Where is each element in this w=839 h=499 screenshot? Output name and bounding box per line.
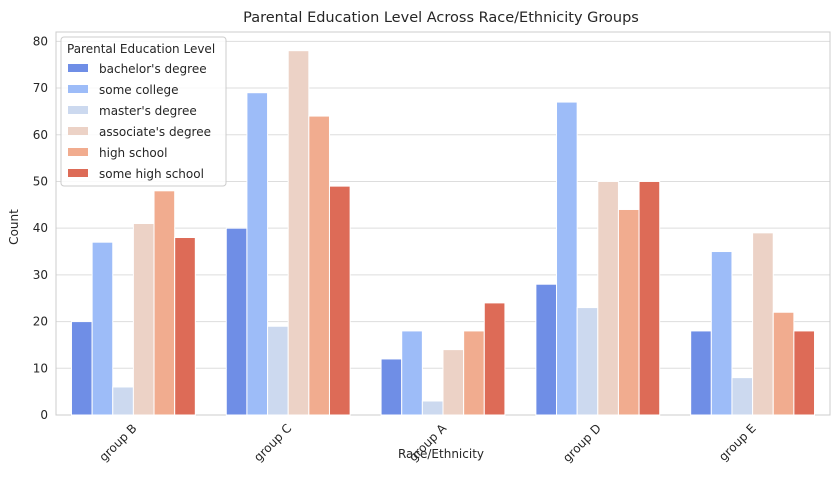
bar: [112, 386, 134, 416]
y-tick-label: 50: [33, 174, 48, 188]
legend-title: Parental Education Level: [67, 42, 215, 56]
bar: [70, 321, 93, 416]
bar: [380, 358, 403, 416]
bar: [174, 237, 196, 416]
bar: [287, 50, 310, 416]
bar: [793, 330, 816, 416]
bar: [690, 330, 712, 416]
bar: [132, 223, 155, 416]
bar: [246, 92, 269, 416]
y-tick-label: 20: [33, 315, 48, 329]
legend-entry: some college: [99, 83, 178, 97]
bar: [308, 115, 330, 416]
bar: [710, 251, 733, 416]
x-tick-label: group E: [716, 421, 759, 464]
legend-swatch: [68, 85, 88, 93]
legend-entry: master's degree: [99, 104, 197, 118]
bar: [91, 241, 114, 416]
y-tick-label: 0: [40, 408, 48, 422]
y-tick-label: 10: [33, 361, 48, 375]
legend-entry: associate's degree: [99, 125, 211, 139]
legend-entry: some high school: [99, 167, 204, 181]
legend-entry: high school: [99, 146, 167, 160]
bar: [267, 325, 289, 416]
bar: [638, 180, 661, 416]
y-tick-label: 70: [33, 81, 48, 95]
y-tick-label: 40: [33, 221, 48, 235]
bar: [421, 400, 444, 416]
legend-swatch: [68, 169, 88, 177]
bar: [535, 283, 558, 416]
bar: [225, 227, 248, 416]
y-ticks: 0 10 20 30 40 50 60 70 80: [33, 34, 48, 422]
bar: [463, 330, 485, 416]
bar: [731, 377, 754, 416]
legend-entry: bachelor's degree: [99, 62, 207, 76]
y-axis-label: Count: [7, 209, 21, 245]
x-axis-label: Race/Ethnicity: [398, 447, 484, 461]
bar: [597, 180, 619, 416]
x-tick-label: group D: [560, 421, 604, 465]
legend-swatch: [68, 106, 88, 114]
bar: [556, 101, 578, 416]
bar: [153, 190, 176, 416]
bar: [328, 185, 351, 416]
bar: [576, 307, 599, 416]
legend-frame: [60, 36, 227, 187]
legend: Parental Education Level bachelor's degr…: [60, 36, 227, 187]
x-tick-label: group C: [251, 421, 294, 464]
bar: [772, 311, 795, 416]
bar: [752, 232, 774, 416]
y-tick-label: 80: [33, 34, 48, 48]
legend-swatch: [68, 148, 88, 156]
y-tick-label: 30: [33, 268, 48, 282]
chart-title: Parental Education Level Across Race/Eth…: [243, 10, 639, 26]
bar: [483, 302, 506, 416]
bar: [617, 208, 640, 416]
legend-swatch: [68, 64, 88, 72]
y-tick-label: 60: [33, 128, 48, 142]
bar: [401, 330, 423, 416]
x-tick-label: group B: [96, 421, 139, 464]
legend-swatch: [68, 127, 88, 135]
bars: [70, 50, 816, 416]
bar: [442, 349, 465, 416]
